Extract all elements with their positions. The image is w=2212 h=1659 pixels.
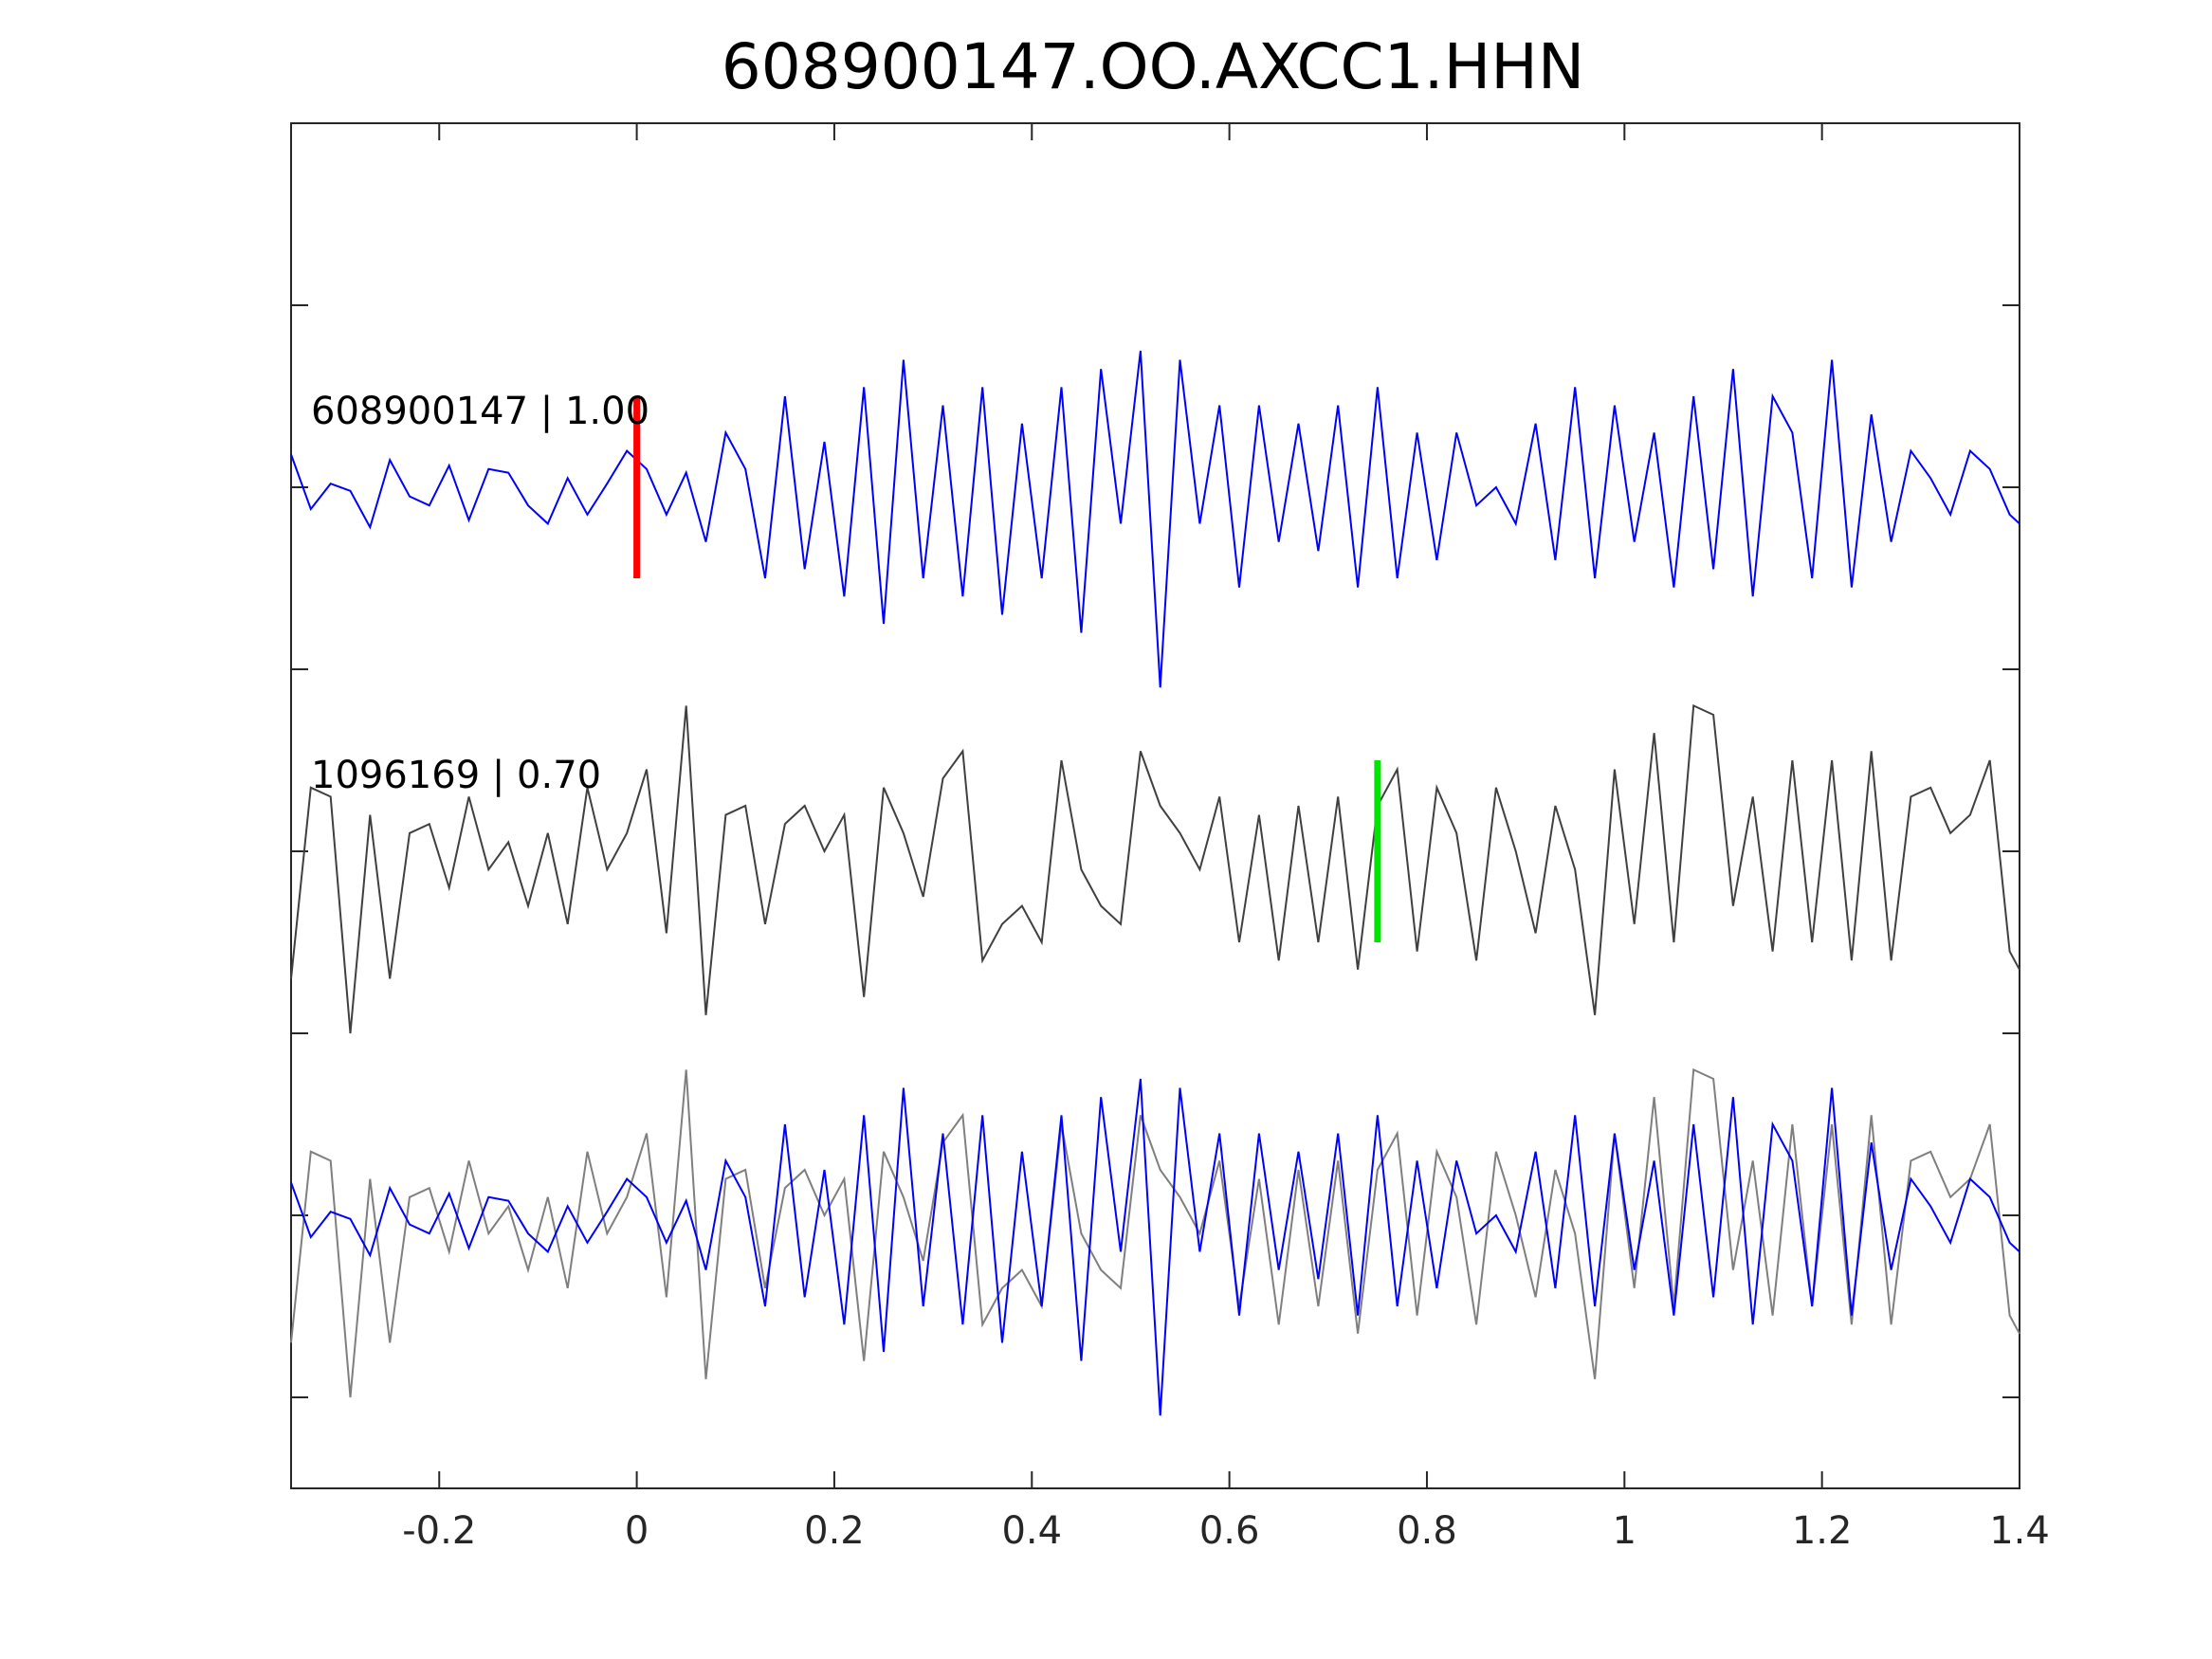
chart-title: 608900147.OO.AXCC1.HHN (722, 30, 1584, 103)
x-tick-label: 0 (625, 1509, 649, 1553)
x-tick-label: 0.6 (1199, 1509, 1260, 1553)
plot-area (290, 122, 2020, 1489)
x-tick-label: -0.2 (402, 1509, 476, 1553)
master-trace (290, 350, 2020, 688)
trace-labels: 608900147 | 1.00 1096169 | 0.70 (311, 390, 649, 797)
x-tick-label: 1.4 (1989, 1509, 2050, 1553)
x-tick-label: 0.4 (1001, 1509, 1062, 1553)
x-tick-label: 1.2 (1792, 1509, 1853, 1553)
overlay-detected-trace (290, 1067, 2020, 1398)
trace-label: 1096169 | 0.70 (311, 754, 601, 797)
trace-group (290, 350, 2020, 1416)
trace-label: 608900147 | 1.00 (311, 390, 649, 433)
x-tick-label: 0.2 (804, 1509, 865, 1553)
x-tick-label: 0.8 (1397, 1509, 1457, 1553)
x-tick-label: 1 (1613, 1509, 1636, 1553)
detected-trace (290, 703, 2020, 1034)
overlay-master-trace (290, 1078, 2020, 1416)
x-axis: -0.2 0 0.2 0.4 0.6 0.8 1 1.2 1.4 (402, 123, 2050, 1553)
y-axis (291, 304, 2020, 1398)
pick-markers (633, 396, 1381, 942)
